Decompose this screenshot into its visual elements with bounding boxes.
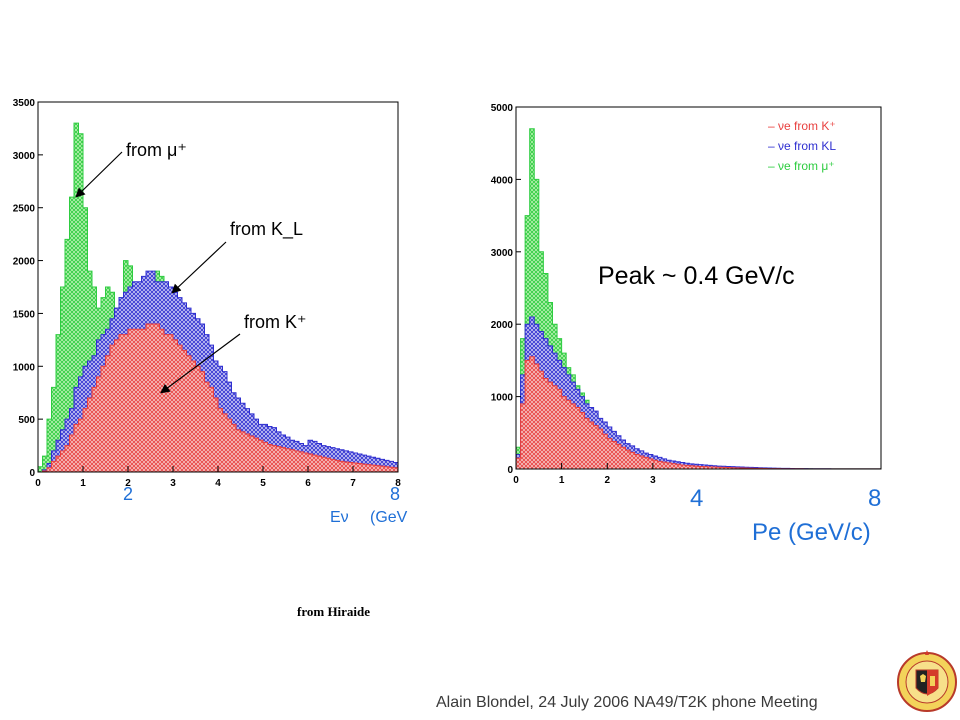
left-xtick-label: 4: [215, 478, 221, 489]
right-y-axis-ticks: 0 1000 2000 3000 4000 5000: [491, 103, 521, 476]
arrow-muon: [75, 151, 123, 198]
annotation-from-kplus: from K⁺: [244, 312, 307, 332]
left-y-axis-ticks: 0 500 1000 1500 2000 2500 3000 3500: [13, 98, 43, 479]
right-x-large-tick-4: 4: [690, 485, 703, 512]
credit-text: from Hiraide: [297, 604, 371, 619]
annotation-from-muon: from μ⁺: [126, 140, 187, 160]
left-histogram: 0 500 1000 1500 2000 2500 3000 3500 0 1 2 3 4 5 6 7 8 2…: [13, 98, 408, 526]
peak-annotation: Peak ~ 0.4 GeV/c: [598, 262, 795, 290]
right-series-fill-red: [516, 356, 881, 469]
left-x-unit-label: (GeV: [370, 509, 408, 526]
left-histogram-series: [38, 122, 398, 473]
right-x-large-tick-8: 8: [868, 485, 881, 512]
left-ytick-label: 2000: [13, 257, 36, 268]
left-ytick-label: 2500: [13, 204, 36, 215]
right-ytick-label: 2000: [491, 320, 514, 331]
right-histogram-series: [516, 128, 881, 470]
right-histogram: 0 1000 2000 3000 4000 5000 0 1 2 3 4 8 Pe (GeV/c…: [491, 103, 882, 546]
legend-entry-kplus: – νe from K⁺: [768, 119, 836, 133]
left-ytick-label: 3500: [13, 98, 36, 109]
right-ytick-label: 1000: [491, 393, 514, 404]
left-xtick-label: 8: [395, 478, 401, 489]
annotation-from-kl: from K_L: [230, 219, 303, 240]
right-plot-frame: [515, 106, 882, 470]
university-seal-logo: [897, 650, 957, 712]
right-series-fill-total_blue: [516, 316, 881, 469]
left-x-axis-ticks: 0 1 2 3 4 5 6 7 8: [35, 466, 401, 489]
university-of-geneva-seal-icon: [897, 650, 957, 712]
right-x-axis-ticks: 0 1 2 3: [513, 463, 656, 486]
left-xtick-label: 5: [260, 478, 266, 489]
left-ytick-label: 3000: [13, 151, 36, 162]
right-xtick-label: 0: [513, 475, 519, 486]
left-xtick-label: 0: [35, 478, 41, 489]
left-x-axis-label: Eν: [330, 509, 349, 526]
left-xtick-label: 1: [80, 478, 86, 489]
right-ytick-label: 4000: [491, 175, 514, 186]
left-ytick-label: 1500: [13, 309, 36, 320]
right-ytick-label: 5000: [491, 103, 514, 114]
left-xtick-label: 6: [305, 478, 311, 489]
left-x-large-tick-2: 2: [123, 484, 133, 504]
right-xtick-label: 2: [604, 475, 610, 486]
left-xtick-label: 3: [170, 478, 176, 489]
left-xtick-label: 7: [350, 478, 356, 489]
left-xtick-label: 2: [125, 478, 131, 489]
right-ytick-label: 0: [507, 465, 513, 476]
right-ytick-label: 3000: [491, 248, 514, 259]
legend-entry-kl: – νe from KL: [768, 139, 836, 153]
right-legend: – νe from K⁺ – νe from KL – νe from μ⁺: [768, 119, 836, 173]
left-series-outline-red: [38, 323, 398, 473]
legend-entry-muon: – νe from μ⁺: [768, 159, 835, 173]
right-xtick-label: 3: [650, 475, 656, 486]
arrow-kl: [171, 241, 227, 294]
footer-text: Alain Blondel, 24 July 2006 NA49/T2K pho…: [436, 694, 818, 711]
left-ytick-label: 1000: [13, 362, 36, 373]
arrow-kplus: [160, 333, 241, 394]
right-xtick-label: 1: [559, 475, 565, 486]
left-series-outline-total_blue: [38, 270, 398, 473]
right-x-axis-label: Pe (GeV/c): [752, 519, 871, 546]
left-ytick-label: 0: [29, 468, 35, 479]
left-ytick-label: 500: [18, 415, 35, 426]
left-x-large-tick-8: 8: [390, 484, 400, 504]
